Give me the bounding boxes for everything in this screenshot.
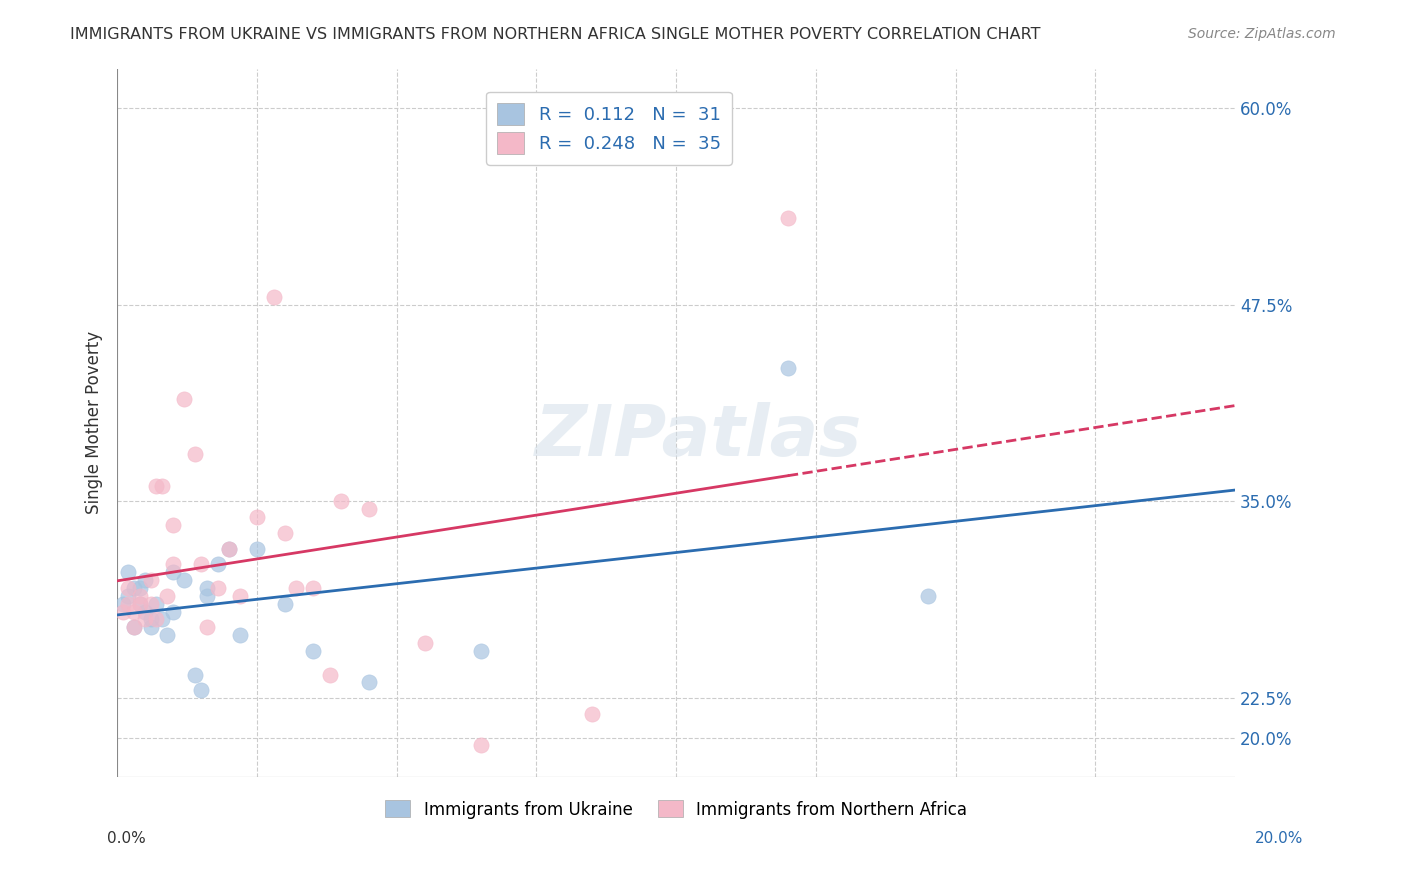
Point (285, 581, 308, 595)
Point (318, 667, 340, 681)
Point (128, 597, 150, 611)
Point (134, 573, 156, 587)
Point (195, 620, 218, 634)
Point (195, 581, 218, 595)
Y-axis label: Single Mother Poverty: Single Mother Poverty (86, 331, 103, 515)
Point (917, 589, 939, 603)
Point (207, 581, 229, 595)
Point (156, 628, 179, 642)
Point (229, 589, 252, 603)
Point (134, 612, 156, 626)
Point (156, 589, 179, 603)
Point (274, 525, 297, 540)
Legend: Immigrants from Ukraine, Immigrants from Northern Africa: Immigrants from Ukraine, Immigrants from… (378, 794, 973, 825)
Point (195, 589, 218, 603)
Point (207, 558, 229, 572)
Point (246, 510, 269, 524)
Text: ZIPatlas: ZIPatlas (534, 402, 862, 471)
Point (246, 541, 269, 556)
Point (184, 447, 207, 461)
Point (145, 612, 167, 626)
Point (413, 636, 436, 650)
Text: Source: ZipAtlas.com: Source: ZipAtlas.com (1188, 27, 1336, 41)
Point (184, 667, 207, 681)
Point (150, 478, 173, 492)
Point (329, 494, 352, 508)
Point (190, 683, 212, 698)
Point (776, 211, 799, 225)
Point (581, 706, 603, 721)
Point (301, 644, 323, 658)
Point (776, 360, 799, 375)
Point (139, 620, 162, 634)
Point (173, 573, 195, 587)
Point (145, 478, 167, 492)
Point (139, 597, 162, 611)
Point (111, 605, 134, 619)
Text: 20.0%: 20.0% (1256, 831, 1303, 846)
Point (134, 605, 156, 619)
Point (122, 620, 145, 634)
Point (117, 581, 139, 595)
Point (117, 566, 139, 580)
Point (274, 597, 297, 611)
Point (139, 612, 162, 626)
Point (263, 290, 285, 304)
Point (122, 581, 145, 595)
Point (162, 605, 184, 619)
Point (150, 612, 173, 626)
Point (122, 620, 145, 634)
Point (470, 739, 492, 753)
Point (301, 581, 323, 595)
Point (162, 518, 184, 533)
Point (229, 628, 252, 642)
Point (470, 644, 492, 658)
Point (218, 541, 240, 556)
Point (357, 502, 380, 516)
Point (162, 566, 184, 580)
Point (357, 675, 380, 690)
Point (218, 541, 240, 556)
Point (139, 573, 162, 587)
Point (145, 597, 167, 611)
Point (122, 605, 145, 619)
Point (190, 558, 212, 572)
Point (117, 589, 139, 603)
Point (162, 558, 184, 572)
Point (128, 597, 150, 611)
Point (117, 597, 139, 611)
Point (173, 392, 195, 406)
Point (128, 581, 150, 595)
Point (111, 597, 134, 611)
Text: IMMIGRANTS FROM UKRAINE VS IMMIGRANTS FROM NORTHERN AFRICA SINGLE MOTHER POVERTY: IMMIGRANTS FROM UKRAINE VS IMMIGRANTS FR… (70, 27, 1040, 42)
Point (128, 589, 150, 603)
Text: 0.0%: 0.0% (107, 831, 146, 846)
